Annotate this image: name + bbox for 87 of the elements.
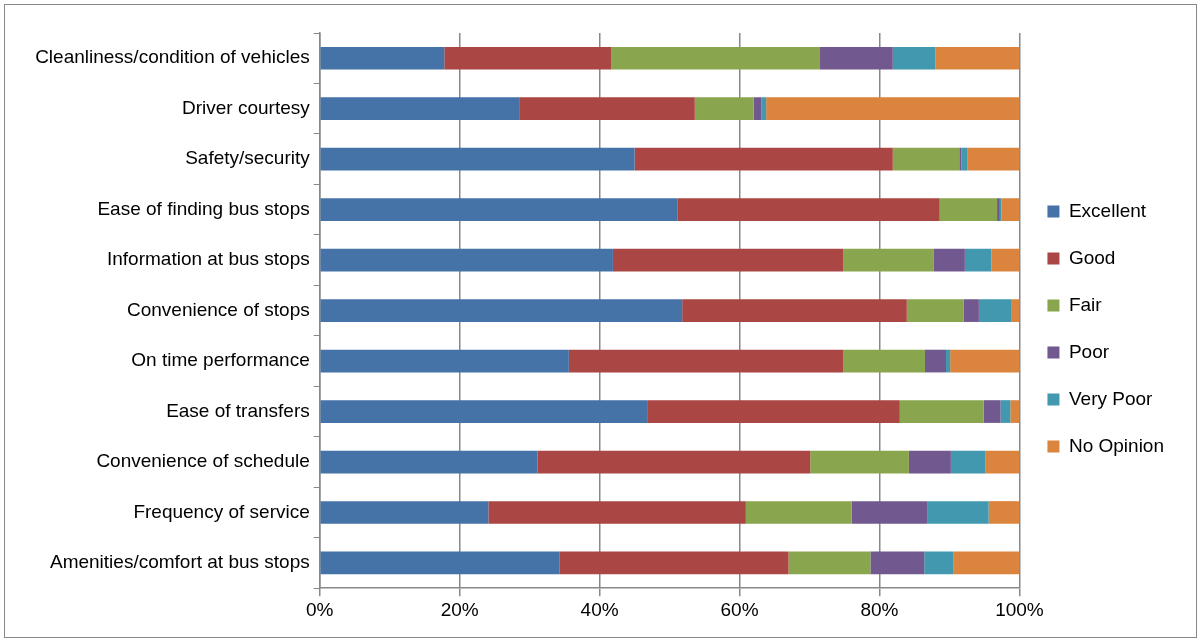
bar: [537, 450, 811, 474]
bar: [945, 349, 951, 373]
y-tick-label: On time performance: [131, 349, 310, 371]
bar: [1010, 400, 1020, 423]
bar: [682, 299, 907, 322]
x-tick-label: 0%: [306, 598, 334, 620]
bar: [519, 97, 695, 121]
y-tick-label: Frequency of service: [133, 500, 310, 522]
bar: [320, 450, 538, 474]
legend-label: Fair: [1068, 293, 1103, 315]
bar: [677, 198, 940, 222]
bar: [950, 349, 1020, 373]
bar: [843, 349, 925, 373]
bar: [983, 400, 1001, 423]
bar: [988, 501, 1020, 524]
bar: [953, 551, 1020, 575]
bar: [939, 198, 998, 222]
y-tick-label: Convenience of schedule: [96, 450, 310, 472]
bar: [320, 349, 569, 373]
y-tick-label: Safety/security: [185, 147, 311, 169]
legend-label: Very Poor: [1068, 387, 1154, 409]
bar: [899, 400, 984, 423]
bar: [488, 501, 746, 524]
bar: [444, 46, 612, 70]
bar: [906, 299, 964, 322]
bar: [612, 248, 844, 272]
bar: [991, 248, 1020, 272]
y-tick-label: Ease of finding bus stops: [97, 197, 310, 219]
bar: [320, 97, 520, 121]
bar: [924, 551, 954, 575]
legend-label: Poor: [1068, 340, 1110, 362]
bar: [985, 450, 1020, 474]
bar: [634, 147, 893, 171]
bar: [978, 299, 1012, 322]
legend-label: No Opinion: [1068, 434, 1165, 456]
bar: [1001, 198, 1020, 222]
bar: [320, 198, 678, 222]
bar: [1000, 400, 1011, 423]
bar: [964, 248, 992, 272]
x-tick-label: 40%: [580, 598, 619, 620]
bar: [935, 46, 1020, 70]
x-tick-label: 20%: [440, 598, 479, 620]
bar: [766, 97, 1020, 121]
bar: [788, 551, 871, 575]
bar: [568, 349, 844, 373]
y-tick-label: Ease of transfers: [166, 399, 310, 421]
bar: [320, 551, 560, 575]
bar: [950, 450, 986, 474]
bar: [753, 97, 762, 121]
bar: [843, 248, 934, 272]
bar: [320, 299, 683, 322]
y-tick-label: Driver courtesy: [182, 96, 311, 118]
bar: [810, 450, 909, 474]
bar: [908, 450, 951, 474]
y-tick-label: Information at bus stops: [106, 248, 310, 270]
bar: [1011, 299, 1020, 322]
bar: [959, 147, 962, 171]
bar: [320, 400, 648, 423]
x-tick-label: 60%: [720, 598, 759, 620]
x-tick-label: 80%: [860, 598, 899, 620]
bar: [967, 147, 1020, 171]
legend-label: Excellent: [1068, 199, 1147, 221]
bar: [924, 349, 946, 373]
bar: [961, 147, 968, 171]
bar: [559, 551, 789, 575]
bar: [963, 299, 979, 322]
bar: [892, 46, 936, 70]
bar: [647, 400, 900, 423]
bar: [870, 551, 925, 575]
bar: [320, 248, 613, 272]
bar: [927, 501, 989, 524]
y-tick-label: Amenities/comfort at bus stops: [49, 551, 310, 573]
bar: [694, 97, 754, 121]
bar: [892, 147, 960, 171]
bar: [851, 501, 928, 524]
bar: [761, 97, 767, 121]
bar: [933, 248, 965, 272]
x-tick-label: 100%: [995, 598, 1044, 620]
bar: [320, 46, 445, 70]
bar: [820, 46, 893, 70]
legend-label: Good: [1068, 246, 1116, 268]
y-tick-label: Cleanliness/condition of vehicles: [35, 46, 310, 68]
bar: [320, 501, 489, 524]
bar: [745, 501, 852, 524]
bar: [611, 46, 821, 70]
y-tick-label: Convenience of stops: [127, 298, 310, 320]
bar: [320, 147, 635, 171]
